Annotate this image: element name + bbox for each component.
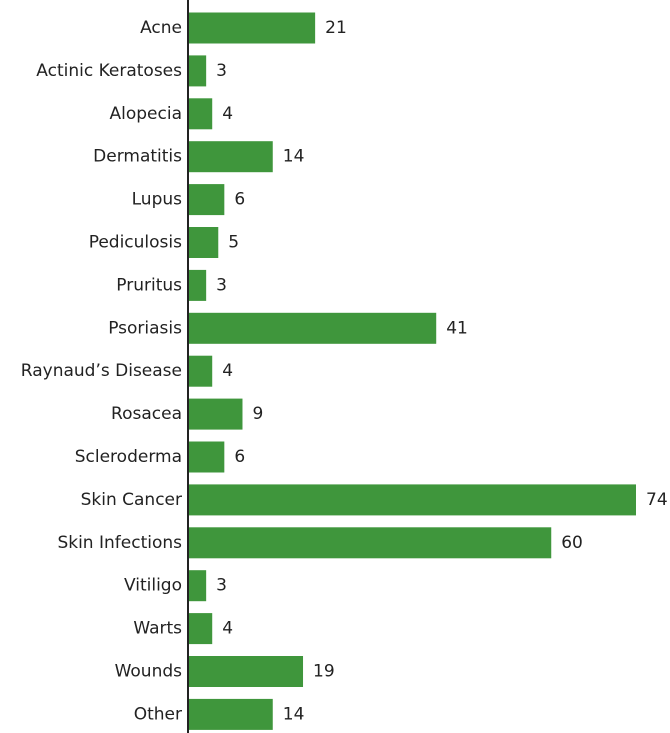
category-label-pediculosis: Pediculosis	[89, 233, 182, 253]
category-label-skin-infections: Skin Infections	[57, 533, 182, 553]
bar-raynaud-s-disease	[188, 355, 213, 387]
category-label-skin-cancer: Skin Cancer	[81, 490, 182, 510]
value-label-raynaud-s-disease: 4	[222, 361, 233, 381]
bar-skin-infections	[188, 527, 552, 559]
value-label-pediculosis: 5	[228, 233, 239, 253]
value-label-warts: 4	[222, 619, 233, 639]
category-label-wounds: Wounds	[115, 662, 183, 682]
value-label-skin-infections: 60	[561, 533, 583, 553]
bar-acne	[188, 12, 316, 44]
category-label-rosacea: Rosacea	[111, 404, 182, 424]
bar-actinic-keratoses	[188, 55, 207, 87]
value-label-skin-cancer: 74	[646, 490, 668, 510]
value-label-acne: 21	[325, 18, 347, 38]
value-label-dermatitis: 14	[283, 147, 305, 167]
category-label-scleroderma: Scleroderma	[75, 447, 182, 467]
bar-pruritus	[188, 269, 207, 301]
bar-alopecia	[188, 98, 213, 130]
category-label-warts: Warts	[133, 619, 182, 639]
bar-vitiligo	[188, 570, 207, 602]
bar-psoriasis	[188, 312, 437, 344]
category-label-raynaud-s-disease: Raynaud’s Disease	[21, 361, 182, 381]
value-label-pruritus: 3	[216, 275, 227, 295]
value-label-wounds: 19	[313, 662, 335, 682]
category-label-vitiligo: Vitiligo	[124, 576, 182, 596]
category-label-psoriasis: Psoriasis	[108, 318, 182, 338]
category-label-actinic-keratoses: Actinic Keratoses	[36, 61, 182, 81]
category-label-lupus: Lupus	[132, 190, 183, 210]
category-label-acne: Acne	[140, 18, 182, 38]
value-label-rosacea: 9	[252, 404, 263, 424]
bar-scleroderma	[188, 441, 225, 473]
bars-group	[188, 12, 636, 730]
value-label-other: 14	[283, 704, 305, 724]
value-label-lupus: 6	[234, 190, 245, 210]
value-label-vitiligo: 3	[216, 576, 227, 596]
bar-dermatitis	[188, 141, 273, 173]
category-label-alopecia: Alopecia	[110, 104, 183, 124]
value-label-psoriasis: 41	[446, 318, 468, 338]
category-labels: Acne Actinic Keratoses Alopecia Dermatitis L…	[21, 18, 182, 724]
value-label-alopecia: 4	[222, 104, 233, 124]
bar-pediculosis	[188, 227, 219, 258]
value-label-scleroderma: 6	[234, 447, 245, 467]
bar-lupus	[188, 184, 225, 216]
bar-other	[188, 698, 273, 730]
bar-skin-cancer	[188, 484, 636, 516]
bar-warts	[188, 613, 213, 645]
category-label-other: Other	[134, 704, 182, 724]
bar-rosacea	[188, 398, 243, 430]
bar-wounds	[188, 656, 304, 687]
category-label-pruritus: Pruritus	[116, 275, 182, 295]
value-label-actinic-keratoses: 3	[216, 61, 227, 81]
category-label-dermatitis: Dermatitis	[93, 147, 182, 167]
